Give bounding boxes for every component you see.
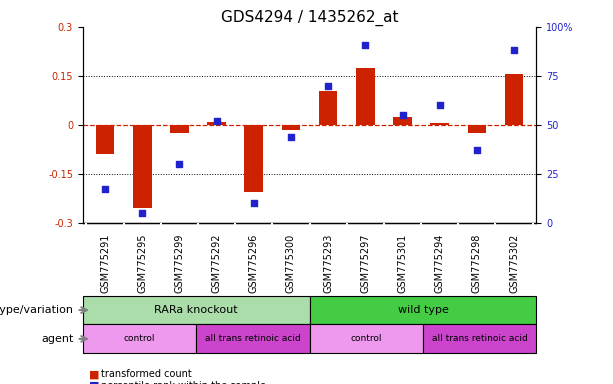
Text: GSM775298: GSM775298 <box>472 233 482 293</box>
Point <box>398 112 408 118</box>
Text: GSM775301: GSM775301 <box>397 233 408 293</box>
Point <box>435 102 444 108</box>
Bar <box>282 125 300 130</box>
Point <box>175 161 185 167</box>
Text: GSM775300: GSM775300 <box>286 233 296 293</box>
Text: GSM775299: GSM775299 <box>175 233 185 293</box>
Bar <box>245 125 263 192</box>
Text: GSM775302: GSM775302 <box>509 233 519 293</box>
Point <box>100 186 110 192</box>
Text: RARa knockout: RARa knockout <box>154 305 238 315</box>
Text: wild type: wild type <box>398 305 448 315</box>
Text: percentile rank within the sample: percentile rank within the sample <box>101 381 266 384</box>
Bar <box>207 121 226 125</box>
Text: ■: ■ <box>89 369 99 379</box>
Text: control: control <box>124 334 155 343</box>
Bar <box>96 125 115 154</box>
Text: GSM775296: GSM775296 <box>249 233 259 293</box>
Bar <box>468 125 486 133</box>
Bar <box>504 74 524 125</box>
Point <box>472 147 482 153</box>
Text: genotype/variation: genotype/variation <box>0 305 74 315</box>
Bar <box>83 324 196 353</box>
Bar <box>393 117 412 125</box>
Bar <box>310 324 423 353</box>
Text: GSM775293: GSM775293 <box>323 233 333 293</box>
Bar <box>310 296 536 324</box>
Bar <box>356 68 375 125</box>
Bar <box>170 125 189 133</box>
Bar <box>319 91 337 125</box>
Text: all trans retinoic acid: all trans retinoic acid <box>205 334 301 343</box>
Bar <box>423 324 536 353</box>
Text: transformed count: transformed count <box>101 369 192 379</box>
Bar <box>196 324 310 353</box>
Text: all trans retinoic acid: all trans retinoic acid <box>432 334 528 343</box>
Text: ■: ■ <box>89 381 99 384</box>
Point <box>249 200 259 206</box>
Point <box>509 47 519 53</box>
Text: control: control <box>351 334 382 343</box>
Title: GDS4294 / 1435262_at: GDS4294 / 1435262_at <box>221 9 398 25</box>
Point <box>211 118 221 124</box>
Text: GSM775294: GSM775294 <box>435 233 444 293</box>
Point <box>360 41 370 48</box>
Bar <box>83 296 310 324</box>
Point <box>323 83 333 89</box>
Text: GSM775291: GSM775291 <box>100 233 110 293</box>
Point <box>286 134 296 140</box>
Bar <box>430 123 449 125</box>
Text: GSM775297: GSM775297 <box>360 233 370 293</box>
Text: GSM775295: GSM775295 <box>137 233 147 293</box>
Point <box>137 210 147 216</box>
Bar <box>133 125 151 208</box>
Text: GSM775292: GSM775292 <box>211 233 222 293</box>
Text: agent: agent <box>41 334 74 344</box>
